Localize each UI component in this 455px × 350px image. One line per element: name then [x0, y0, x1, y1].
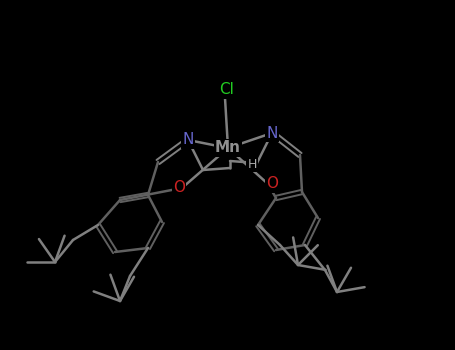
Text: N: N [266, 126, 278, 140]
Text: Mn: Mn [215, 140, 241, 155]
Text: O: O [266, 176, 278, 191]
Text: N: N [182, 133, 194, 147]
Text: O: O [173, 181, 185, 196]
Text: H: H [248, 158, 257, 170]
Text: Cl: Cl [220, 83, 234, 98]
